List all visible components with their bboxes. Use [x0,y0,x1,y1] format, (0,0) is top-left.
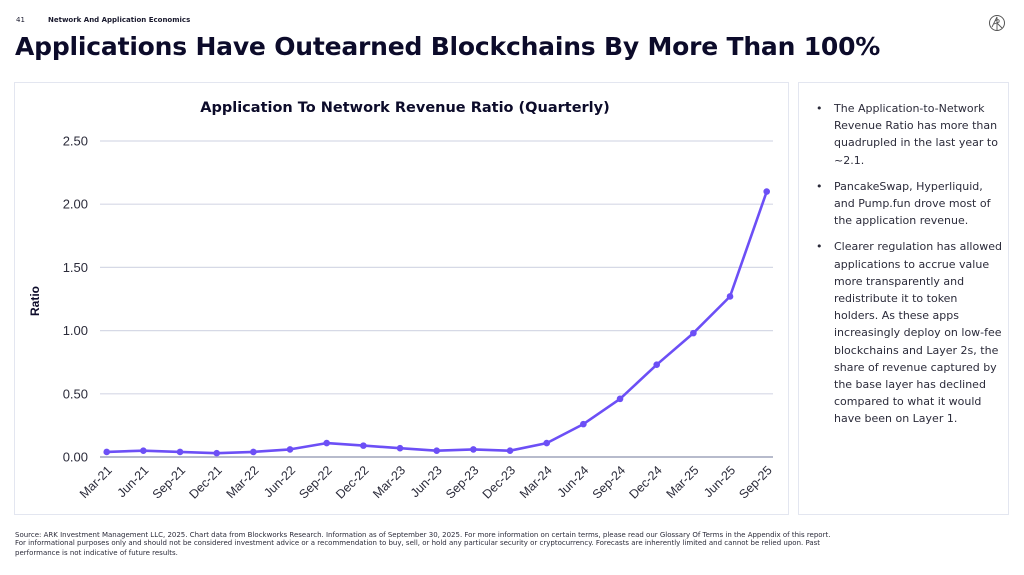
x-tick-label: Jun-24 [555,463,592,500]
data-point [763,188,770,195]
bullet-icon: • [816,102,823,115]
bullet-text: PancakeSwap, Hyperliquid, and Pump.fun d… [834,179,991,228]
x-tick-label: Sep-24 [590,463,628,501]
data-point [653,361,660,369]
y-tick-label: 0.00 [63,450,88,465]
data-point [140,447,147,454]
bullet-text: The Application-to-Network Revenue Ratio… [834,102,998,167]
section-label: Network And Application Economics [48,16,191,24]
x-tick-label: Mar-24 [517,463,555,501]
data-point [213,449,220,457]
x-tick-label: Mar-22 [224,463,262,501]
x-tick-label: Dec-22 [333,463,371,501]
chart-panel [14,82,789,515]
x-tick-label: Jun-25 [701,463,738,500]
y-tick-label: 2.50 [63,134,88,149]
x-tick-label: Dec-23 [480,463,518,501]
commentary-panel [798,82,1009,515]
y-tick-label: 1.50 [63,260,88,275]
x-tick-label: Sep-22 [296,463,334,501]
bullet-item: • The Application-to-Network Revenue Rati… [814,100,1004,169]
footer-disclaimer: Source: ARK Investment Management LLC, 2… [15,531,1015,557]
data-point [690,329,697,337]
y-tick-label: 0.50 [63,386,88,401]
data-point [616,395,624,403]
data-point [286,446,294,453]
x-tick-label: Jun-22 [261,463,298,500]
data-point [433,447,441,454]
x-tick-label: Sep-23 [443,463,481,501]
x-tick-label: Sep-25 [736,463,774,501]
x-tick-label: Dec-21 [186,463,224,501]
x-tick-label: Mar-25 [664,463,702,501]
commentary-list: • The Application-to-Network Revenue Rati… [814,100,1004,437]
x-tick-label: Dec-24 [626,463,664,501]
bullet-icon: • [816,179,823,193]
data-point [396,444,404,452]
chart-title: Application To Network Revenue Ratio (Qu… [200,100,610,116]
page-number: 41 [16,16,25,24]
y-tick-label: 1.00 [63,323,88,338]
ark-logo-icon [989,15,1005,31]
data-point [176,448,184,456]
data-point [323,439,331,447]
data-point [506,447,514,454]
data-point [250,448,257,456]
bullet-text: Clearer regulation has allowed applicati… [834,240,1002,426]
x-tick-label: Mar-23 [370,463,408,501]
page-title: Applications Have Outearned Blockchains … [15,32,881,61]
footer-disclaimer-line: For informational purposes only and shou… [15,539,821,547]
data-point [580,420,587,428]
data-point [470,446,477,453]
y-tick-label: 2.00 [63,197,88,212]
bullet-icon: • [816,240,823,254]
footer-disclaimer-line: performance is not indicative of future … [15,549,178,557]
x-tick-label: Mar-21 [77,463,115,501]
x-tick-label: Jun-23 [408,463,445,500]
data-point [360,442,367,449]
bullet-item: • Clearer regulation has allowed applicat… [814,238,1004,427]
bullet-item: • PancakeSwap, Hyperliquid, and Pump.fun … [814,178,1004,230]
data-point [726,293,734,300]
data-point [543,439,550,447]
x-tick-label: Jun-21 [115,463,152,500]
y-axis-label: Ratio [28,286,42,316]
data-point [103,448,110,456]
x-tick-label: Sep-21 [150,463,188,501]
series-line [105,190,769,455]
footer-source: Source: ARK Investment Management LLC, 2… [15,531,831,539]
